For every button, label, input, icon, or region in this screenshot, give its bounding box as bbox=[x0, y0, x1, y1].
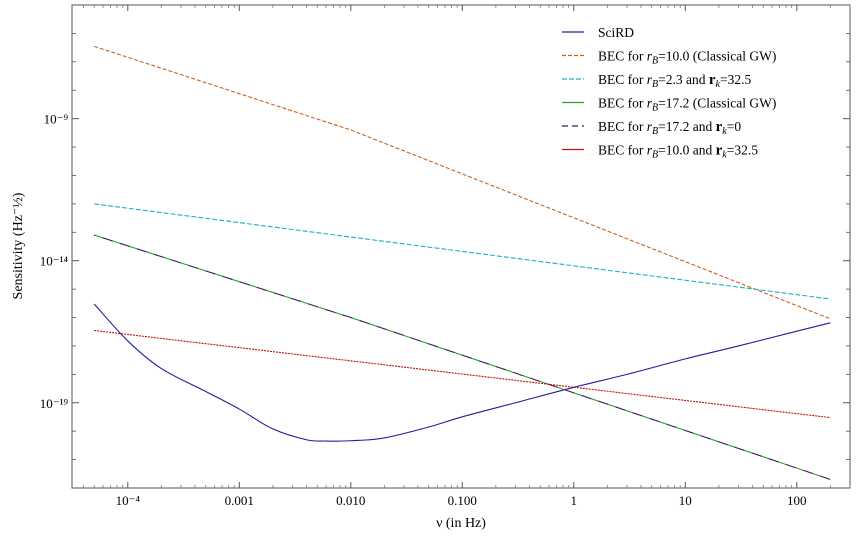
legend-label-bec3: BEC for rB=17.2 (Classical GW) bbox=[598, 96, 776, 114]
x-tick-label: 100 bbox=[787, 493, 807, 508]
y-tick-label: 10⁻⁹ bbox=[44, 112, 69, 127]
series-line-4 bbox=[94, 234, 831, 480]
legend-label-bec5: BEC for rB=10.0 and rk=32.5 bbox=[598, 143, 758, 161]
plot-frame bbox=[71, 4, 851, 489]
x-axis-label: ν (in Hz) bbox=[436, 516, 486, 531]
x-tick-label: 0.100 bbox=[448, 493, 477, 508]
series-line-2 bbox=[94, 203, 831, 300]
x-tick-label: 10⁻⁴ bbox=[116, 493, 141, 508]
legend-label-sci: SciRD bbox=[598, 25, 634, 40]
x-tick-label: 0.001 bbox=[225, 493, 254, 508]
x-tick-label: 10 bbox=[679, 493, 692, 508]
legend-label-bec1: BEC for rB=10.0 (Classical GW) bbox=[598, 49, 776, 67]
y-axis-label: Sensitivity (Hz⁻½) bbox=[11, 192, 26, 299]
series-layer bbox=[93, 45, 831, 480]
legend: SciRD BEC for rB=10.0 (Classical GW) BEC f… bbox=[562, 25, 776, 161]
legend-label-bec4: BEC for rB=17.2 and rk=0 bbox=[598, 119, 741, 137]
series-line-1 bbox=[94, 45, 831, 320]
series-line-0 bbox=[93, 303, 831, 442]
series-line-5 bbox=[94, 329, 831, 419]
ticks-layer: 10⁻⁴ 0.001 0.010 0.100 1 10 100 10⁻¹⁹ 10⁻¹⁴ 10⁻⁹ bbox=[40, 4, 851, 508]
x-tick-label: 1 bbox=[571, 493, 578, 508]
y-tick-label: 10⁻¹⁹ bbox=[40, 396, 69, 411]
legend-label-bec2: BEC for rB=2.3 and rk=32.5 bbox=[598, 72, 751, 90]
y-tick-label: 10⁻¹⁴ bbox=[40, 254, 69, 269]
x-tick-label: 0.010 bbox=[336, 493, 365, 508]
